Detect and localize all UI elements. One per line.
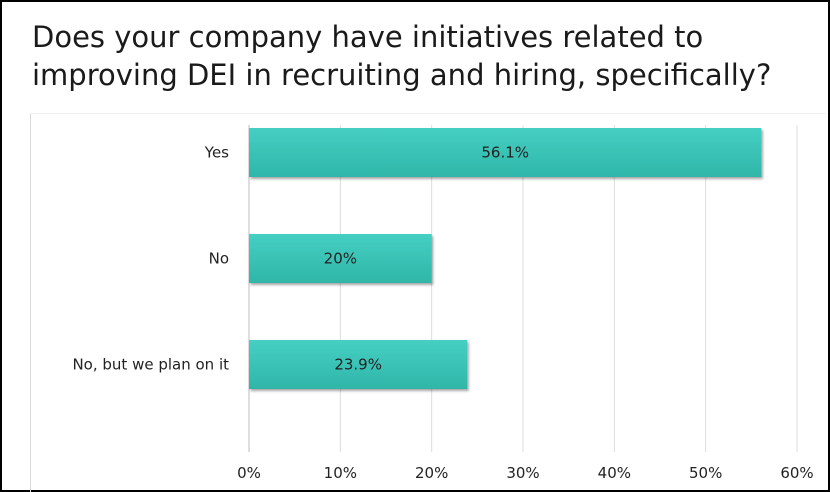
bar	[249, 128, 762, 177]
x-tick-label: 0%	[237, 464, 261, 482]
data-label: 56.1%	[481, 144, 529, 162]
category-label: No, but we plan on it	[72, 356, 229, 374]
data-label: 20%	[324, 250, 357, 268]
labels: 0% 10% 20% 30% 40% 50% 60% Yes 56.1% No 20% No, but…	[72, 144, 813, 483]
x-tick-label: 60%	[780, 464, 813, 482]
x-tick-label: 40%	[598, 464, 631, 482]
x-tick-label: 20%	[415, 464, 448, 482]
data-label: 23.9%	[334, 356, 382, 374]
bar	[249, 340, 468, 389]
category-label: Yes	[204, 144, 229, 162]
x-tick-label: 30%	[506, 464, 539, 482]
bar	[249, 234, 432, 283]
x-tick-label: 10%	[324, 464, 357, 482]
plot-area-left-border	[30, 113, 31, 492]
x-tick-label: 50%	[689, 464, 722, 482]
gridlines	[248, 125, 798, 452]
category-label: No	[209, 250, 229, 268]
plot-area-top-border	[30, 113, 826, 114]
bars	[249, 128, 762, 389]
chart-title: Does your company have initiatives relat…	[32, 20, 772, 92]
